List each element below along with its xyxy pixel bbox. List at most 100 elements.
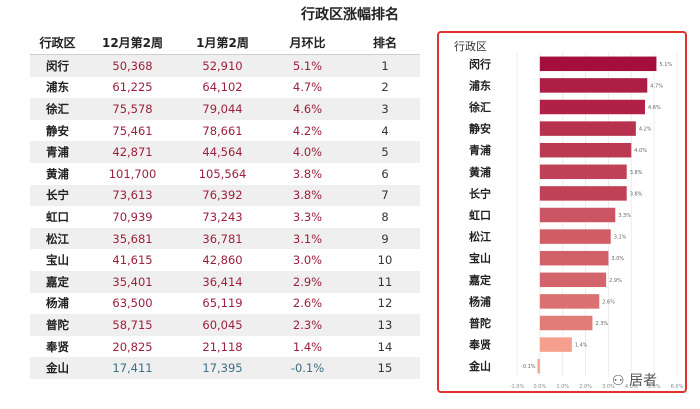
column-header-mom: 月环比	[265, 30, 350, 55]
rank-cell: 8	[381, 209, 389, 224]
rank-cell: 7	[350, 184, 420, 207]
value-label: 2.6%	[602, 299, 615, 305]
value-label: 1.4%	[575, 343, 588, 349]
table-row: 浦东 61,225 64,102 4.7% 2	[30, 77, 420, 99]
mom-cell: 1.4%	[292, 339, 323, 354]
rank-cell: 11	[350, 270, 420, 293]
chart-frame	[437, 31, 687, 393]
district-cell: 闵行	[30, 54, 85, 77]
mom-cell: -0.1%	[265, 357, 350, 379]
rank-cell: 2	[381, 80, 389, 95]
district-cell: 长宁	[30, 184, 85, 207]
district-cell: 金山	[30, 357, 85, 379]
dec-week2-cell: 70,939	[112, 209, 153, 224]
category-label: 松江	[469, 230, 491, 244]
watermark: ⚇ 居者	[612, 370, 657, 390]
column-header-dec-week2: 12月第2周	[85, 30, 180, 55]
value-label: -0.1%	[521, 364, 536, 370]
rank-cell: 4	[381, 123, 389, 138]
rank-cell: 5	[350, 141, 420, 163]
value-label: 4.0%	[634, 148, 647, 154]
jan-week2-cell: 73,243	[202, 209, 243, 224]
rank-cell: 12	[377, 296, 393, 311]
jan-week2-cell: 44,564	[180, 141, 265, 163]
bar	[539, 99, 645, 115]
bar	[539, 164, 627, 180]
jan-week2-cell: 17,395	[180, 357, 265, 379]
table-row: 奉贤 20,825 21,118 1.4% 14	[30, 336, 420, 358]
table-row: 嘉定 35,401 36,414 2.9% 11	[30, 270, 420, 293]
rank-cell: 10	[377, 253, 393, 268]
mom-cell: 4.6%	[265, 98, 350, 120]
mom-cell: 3.1%	[265, 227, 350, 250]
mom-cell: 3.8%	[265, 184, 350, 207]
dec-week2-cell: 75,578	[85, 98, 180, 120]
district-cell: 青浦	[30, 141, 85, 163]
ranking-table: 行政区 12月第2周 1月第2周 月环比 排名 闵行 50,368 52,910 5.…	[30, 30, 420, 379]
table-row: 虹口 70,939 73,243 3.3% 8	[30, 206, 420, 228]
district-cell: 虹口	[46, 209, 69, 224]
category-label: 奉贤	[468, 338, 491, 352]
district-cell: 松江	[30, 227, 85, 250]
category-label: 闵行	[469, 57, 491, 71]
table-row: 闵行 50,368 52,910 5.1% 1	[30, 54, 420, 77]
dec-week2-cell: 58,715	[85, 314, 180, 336]
bar	[539, 121, 636, 136]
district-cell: 奉贤	[46, 339, 69, 354]
mom-cell: 3.0%	[292, 253, 323, 268]
category-label: 浦东	[469, 78, 491, 92]
dec-week2-cell: 41,615	[112, 253, 153, 268]
jan-week2-cell: 78,661	[202, 123, 243, 138]
value-label: 2.3%	[595, 321, 608, 327]
value-label: 3.3%	[618, 213, 631, 219]
value-label: 3.8%	[630, 191, 643, 197]
category-label: 宝山	[469, 251, 491, 265]
dec-week2-cell: 35,681	[85, 227, 180, 250]
rank-cell: 1	[350, 54, 420, 77]
column-header-jan-week2: 1月第2周	[180, 30, 265, 55]
category-label: 静安	[469, 122, 491, 136]
rank-cell: 9	[350, 227, 420, 250]
district-cell: 普陀	[30, 314, 85, 336]
district-cell: 浦东	[46, 80, 69, 95]
x-tick-label: -1.0%	[510, 384, 525, 390]
category-label: 杨浦	[469, 294, 491, 308]
table-row: 普陀 58,715 60,045 2.3% 13	[30, 314, 420, 336]
district-cell: 黄浦	[46, 166, 69, 181]
district-cell: 静安	[46, 123, 69, 138]
rank-cell: 15	[350, 357, 420, 379]
x-tick-label: 5.0%	[648, 384, 661, 390]
mom-cell: 3.3%	[292, 209, 323, 224]
dec-week2-cell: 50,368	[85, 54, 180, 77]
dec-week2-cell: 73,613	[85, 184, 180, 207]
dec-week2-cell: 42,871	[85, 141, 180, 163]
dec-week2-cell: 75,461	[112, 123, 153, 138]
chart-category-header: 行政区	[454, 40, 487, 53]
jan-week2-cell: 52,910	[180, 54, 265, 77]
value-label: 3.1%	[614, 235, 627, 241]
watermark-text: 居者	[629, 373, 658, 389]
district-cell: 嘉定	[30, 270, 85, 293]
column-header-district: 行政区	[30, 30, 85, 55]
x-tick-label: 6.0%	[671, 384, 684, 390]
value-label: 3.0%	[611, 256, 624, 262]
bar	[539, 142, 632, 158]
jan-week2-cell: 42,860	[202, 253, 243, 268]
rank-cell: 13	[350, 314, 420, 336]
wechat-icon: ⚇	[612, 373, 625, 389]
table-row: 松江 35,681 36,781 3.1% 9	[30, 227, 420, 250]
rank-cell: 6	[381, 166, 389, 181]
dec-week2-cell: 17,411	[85, 357, 180, 379]
rank-cell: 14	[377, 339, 393, 354]
x-tick-label: 1.0%	[556, 384, 569, 390]
mom-cell: 5.1%	[265, 54, 350, 77]
x-tick-label: 4.0%	[625, 384, 638, 390]
table-row: 青浦 42,871 44,564 4.0% 5	[30, 141, 420, 163]
bar	[539, 272, 607, 288]
category-label: 长宁	[469, 186, 491, 200]
mom-cell: 4.7%	[292, 80, 323, 95]
table-row: 徐汇 75,578 79,044 4.6% 3	[30, 98, 420, 120]
jan-week2-cell: 60,045	[180, 314, 265, 336]
column-header-rank: 排名	[350, 30, 420, 55]
rank-cell: 3	[350, 98, 420, 120]
